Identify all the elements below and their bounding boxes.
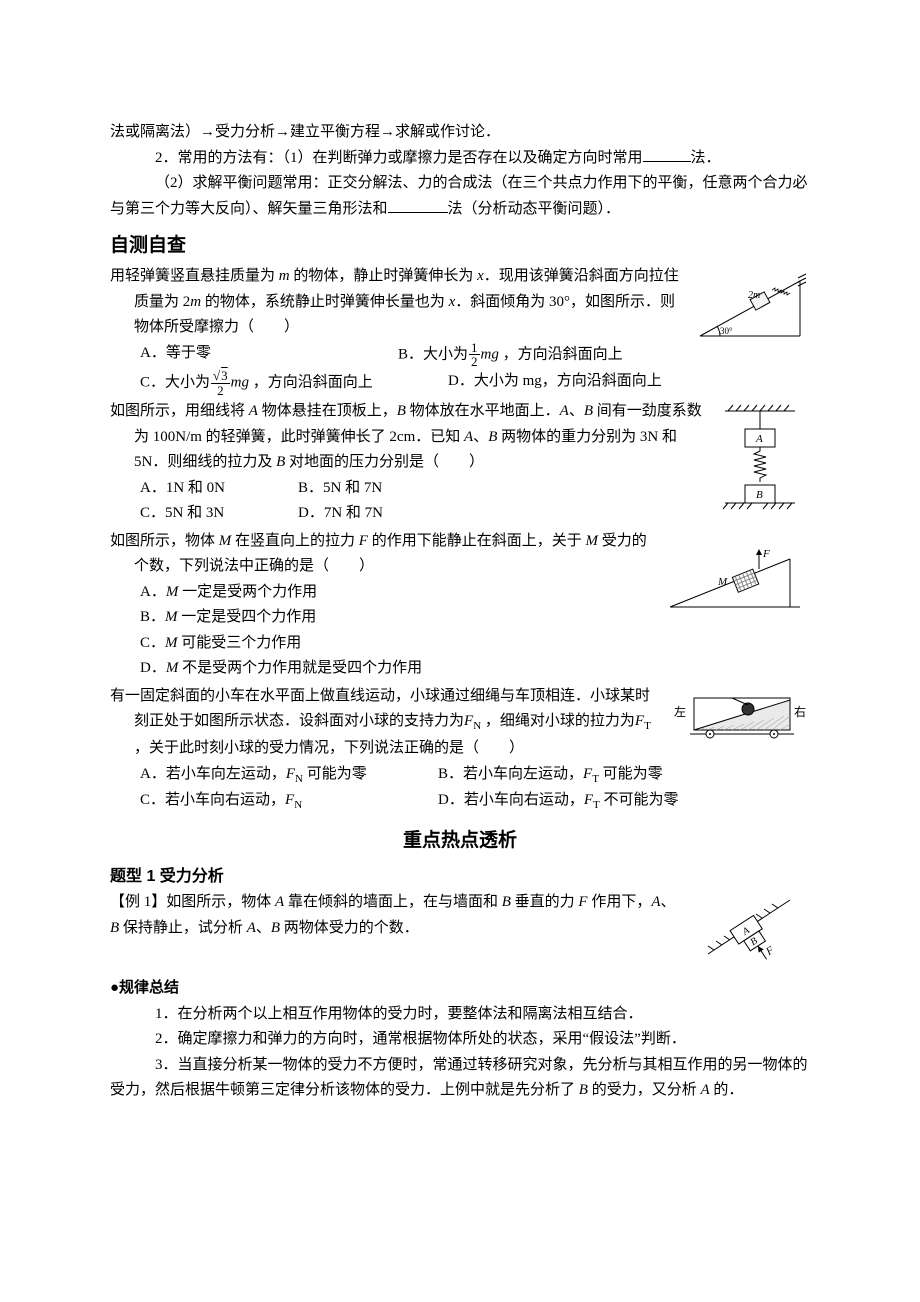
q1-figure: 30° 2m [690, 266, 810, 344]
page: 法或隔离法）→受力分析→建立平衡方程→求解或作讨论． 2．常用的方法有：（1）在… [0, 0, 920, 1164]
self-check-title: 自测自查 [110, 230, 810, 262]
q1-C: C．大小为√32mg ，方向沿斜面向上 [140, 369, 420, 397]
q2-figure: A B [710, 401, 810, 521]
q4-D: D．若小车向右运动，FT 不可能为零 [438, 788, 679, 815]
q1-B-pre: B．大小为 [398, 346, 468, 362]
q2-B: B．5N 和 7N [298, 476, 382, 502]
q1-frac12: 12 [469, 341, 480, 369]
rule-1: 1．在分析两个以上相互作用物体的受力时，要整体法和隔离法相互结合． [110, 1002, 810, 1028]
intro-line2-pre: 2．常用的方法有：（1）在判断弹力或摩擦力是否存在以及确定方向时常用 [155, 150, 643, 166]
q3-figure: M F [660, 547, 810, 617]
hot-title: 重点热点透析 [110, 825, 810, 857]
q1-fig-angle: 30° [720, 326, 733, 336]
question-4: 左 右 4．有一固定斜面的小车在水平面上做直线运动，小球通过细绳与车顶 [110, 684, 810, 815]
q2-row2: C．5N 和 3N D．7N 和 7N [140, 501, 702, 527]
q1-fig-2m: 2m [748, 290, 760, 301]
q3-D: D．M 不是受两个力作用就是受四个力作用 [140, 656, 810, 682]
q1-B-post: ，方向沿斜面向上 [503, 346, 623, 362]
q2-A: A．1N 和 0N [140, 476, 270, 502]
q1-row2: C．大小为√32mg ，方向沿斜面向上 D．大小为 mg，方向沿斜面向上 [140, 369, 810, 397]
q1-m2: m [190, 294, 201, 310]
question-2: A B 2．如图所示，用细线将 A 物体悬挂在顶板上，B 物体放在水平地面上．A… [110, 399, 810, 527]
q1-C-pre: C．大小为 [140, 375, 210, 391]
q2-fig-B: B [756, 489, 763, 501]
ex1-label: 【例 1】 [110, 894, 166, 910]
q4-figure: 左 右 [670, 686, 810, 746]
blank-2 [388, 198, 448, 213]
q4-right: 右 [794, 704, 806, 719]
q4-A: A．若小车向左运动，FN 可能为零 [140, 762, 410, 789]
q1-td: 的物体，系统静止时弹簧伸长量也为 [205, 294, 445, 310]
q2-D: D．7N 和 7N [298, 501, 383, 527]
rule-label: ●规律总结 [110, 976, 810, 1002]
type1-title: 题型 1 受力分析 [110, 863, 810, 890]
intro-line3b: 法（分析动态平衡问题）． [448, 201, 621, 217]
q1-row1: A．等于零 B．大小为12mg ，方向沿斜面向上 [140, 341, 682, 369]
intro-line3: （2）求解平衡问题常用：正交分解法、力的合成法（在三个共点力作用下的平衡，任意两… [110, 171, 810, 222]
q4-left: 左 [674, 704, 686, 719]
q4-B: B．若小车向左运动，FT 可能为零 [438, 762, 663, 789]
ex1-figure: A B F [690, 892, 810, 972]
q4-row2: C．若小车向右运动，FN D．若小车向右运动，FT 不可能为零 [140, 788, 810, 815]
question-3: M F 3．如图所示，物体 M 在竖直向上的拉力 F 的作用下能静止在斜面上，关… [110, 529, 810, 682]
q4-row1: A．若小车向左运动，FN 可能为零 B．若小车向左运动，FT 可能为零 [140, 762, 810, 789]
q1-x1: x [477, 268, 484, 284]
blank-1 [643, 147, 691, 162]
question-1: 30° 2m 1．用轻弹簧竖直悬挂质量为 m 的物体，静止时弹簧伸长为 x．现用… [110, 264, 810, 397]
q3-fig-F: F [762, 548, 770, 560]
q2-C: C．5N 和 3N [140, 501, 270, 527]
q1-C-mg: mg [231, 375, 249, 391]
q2-stem: 2．如图所示，用细线将 A 物体悬挂在顶板上，B 物体放在水平地面上．A、B 间… [110, 399, 810, 476]
intro-line1: 法或隔离法）→受力分析→建立平衡方程→求解或作讨论． [110, 120, 810, 146]
example-1: A B F 【例 1】如图所示，物体 A 靠在倾斜的墙面上，在与墙面和 B 垂直… [110, 890, 810, 974]
q1-B: B．大小为12mg ，方向沿斜面向上 [398, 341, 623, 369]
rule-2: 2．确定摩擦力和弹力的方向时，通常根据物体所处的状态，采用“假设法”判断． [110, 1027, 810, 1053]
q2-fig-A: A [755, 433, 763, 445]
q4-C: C．若小车向右运动，FN [140, 788, 410, 815]
q1-C-post: ，方向沿斜面向上 [253, 375, 373, 391]
q3-C: C．M 可能受三个力作用 [140, 631, 810, 657]
q2-row1: A．1N 和 0N B．5N 和 7N [140, 476, 702, 502]
q3-fig-M: M [717, 576, 728, 588]
q1-A: A．等于零 [140, 341, 370, 369]
q1-m1: m [279, 268, 290, 284]
q1-tb: 的物体，静止时弹簧伸长为 [293, 268, 473, 284]
intro-line2: 2．常用的方法有：（1）在判断弹力或摩擦力是否存在以及确定方向时常用 法． [110, 146, 810, 172]
intro-line2-post: 法． [691, 150, 721, 166]
rule-3: 3．当直接分析某一物体的受力不方便时，常通过转移研究对象，先分析与其相互作用的另… [110, 1053, 810, 1104]
q1-B-mg: mg [481, 346, 499, 362]
q1-frac32: √32 [211, 369, 230, 397]
q1-D: D．大小为 mg，方向沿斜面向上 [448, 369, 662, 397]
q1-ta: 用轻弹簧竖直悬挂质量为 [110, 268, 275, 284]
